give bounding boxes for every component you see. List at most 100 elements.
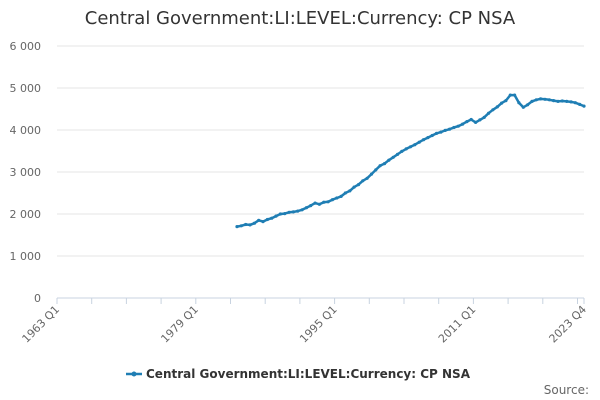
data-point[interactable] [556,99,560,103]
source-label: Source: [544,383,589,397]
gridlines [57,45,584,257]
data-point[interactable] [461,122,465,126]
data-point[interactable] [530,99,534,103]
data-point[interactable] [291,210,295,214]
data-point[interactable] [235,225,239,229]
data-point[interactable] [378,164,382,168]
y-tick-label: 1 000 [10,250,42,263]
data-point[interactable] [391,155,395,159]
x-tick-label: 2023 Q4 [547,303,590,346]
data-point[interactable] [335,196,339,200]
y-tick-label: 5 000 [10,82,42,95]
data-point[interactable] [578,102,582,106]
data-point[interactable] [369,172,374,176]
data-point[interactable] [343,191,347,195]
data-point[interactable] [456,124,460,128]
data-point[interactable] [573,101,577,105]
data-point[interactable] [382,162,387,166]
data-point[interactable] [521,105,525,109]
data-point[interactable] [513,93,517,97]
legend[interactable]: Central Government:LI:LEVEL:Currency: CP… [126,367,471,381]
data-point[interactable] [517,101,521,105]
data-point[interactable] [413,143,417,147]
data-point[interactable] [474,120,478,124]
data-point[interactable] [261,220,265,224]
x-axis: 1963 Q1 1979 Q1 1995 Q1 2011 Q1 2023 Q4 [20,297,590,346]
data-point[interactable] [500,101,504,105]
x-tick-label: 1995 Q1 [297,303,340,346]
data-point[interactable] [478,118,482,122]
data-point[interactable] [296,209,300,213]
data-point[interactable] [552,99,556,103]
data-point[interactable] [547,98,551,102]
data-point[interactable] [304,206,308,210]
data-point[interactable] [326,200,330,204]
data-point[interactable] [356,183,361,187]
data-point[interactable] [491,108,495,112]
data-point[interactable] [283,212,287,216]
data-point[interactable] [287,210,291,214]
x-tick-label: 1979 Q1 [158,303,201,346]
data-point[interactable] [482,115,486,119]
data-point[interactable] [244,222,248,227]
data-point[interactable] [447,127,452,131]
data-point[interactable] [408,145,413,149]
data-point[interactable] [395,152,400,156]
data-point[interactable] [317,202,321,206]
data-point[interactable] [313,201,317,205]
data-point[interactable] [443,128,447,132]
data-point[interactable] [434,131,439,135]
data-point[interactable] [257,218,261,222]
data-point[interactable] [278,212,282,216]
data-point[interactable] [352,185,356,189]
data-point[interactable] [322,200,326,204]
data-point[interactable] [248,223,252,227]
series-line [236,93,585,228]
y-tick-label: 4 000 [10,124,42,137]
data-point[interactable] [330,198,334,202]
data-point[interactable] [526,103,530,107]
data-point[interactable] [569,100,573,104]
data-point[interactable] [452,125,456,130]
data-point[interactable] [361,179,365,183]
x-tick-label: 2011 Q1 [436,303,479,346]
data-point[interactable] [339,194,343,198]
data-point[interactable] [582,104,586,108]
data-point[interactable] [417,140,421,144]
data-point[interactable] [421,138,426,142]
y-tick-label: 2 000 [10,208,42,221]
data-point[interactable] [348,189,352,193]
data-point[interactable] [300,208,304,212]
data-point[interactable] [465,120,469,124]
data-point[interactable] [495,105,499,109]
data-point[interactable] [252,221,256,225]
data-point[interactable] [543,97,547,101]
data-point[interactable] [534,98,538,102]
data-point[interactable] [239,224,243,228]
data-point[interactable] [560,99,564,103]
data-point[interactable] [374,168,378,172]
data-point[interactable] [400,149,404,153]
data-point[interactable] [265,217,269,222]
data-point[interactable] [270,216,274,220]
data-point[interactable] [426,136,430,140]
data-point[interactable] [404,147,408,151]
legend-label: Central Government:LI:LEVEL:Currency: CP… [146,367,471,381]
data-point[interactable] [565,99,569,103]
data-point[interactable] [539,97,543,101]
data-point[interactable] [508,93,512,97]
data-point[interactable] [469,117,473,122]
y-tick-label: 3 000 [10,166,42,179]
data-point[interactable] [274,214,278,218]
data-point[interactable] [309,204,313,208]
data-point[interactable] [487,111,491,115]
data-point[interactable] [439,130,443,134]
data-point[interactable] [504,99,508,103]
data-point[interactable] [365,176,369,180]
y-tick-label: 6 000 [10,40,42,53]
chart-title: Central Government:LI:LEVEL:Currency: CP… [85,8,516,29]
data-point[interactable] [430,133,434,138]
y-axis-ticks: 0 1 000 2 000 3 000 4 000 5 000 6 000 [10,40,42,305]
data-point[interactable] [387,158,391,162]
